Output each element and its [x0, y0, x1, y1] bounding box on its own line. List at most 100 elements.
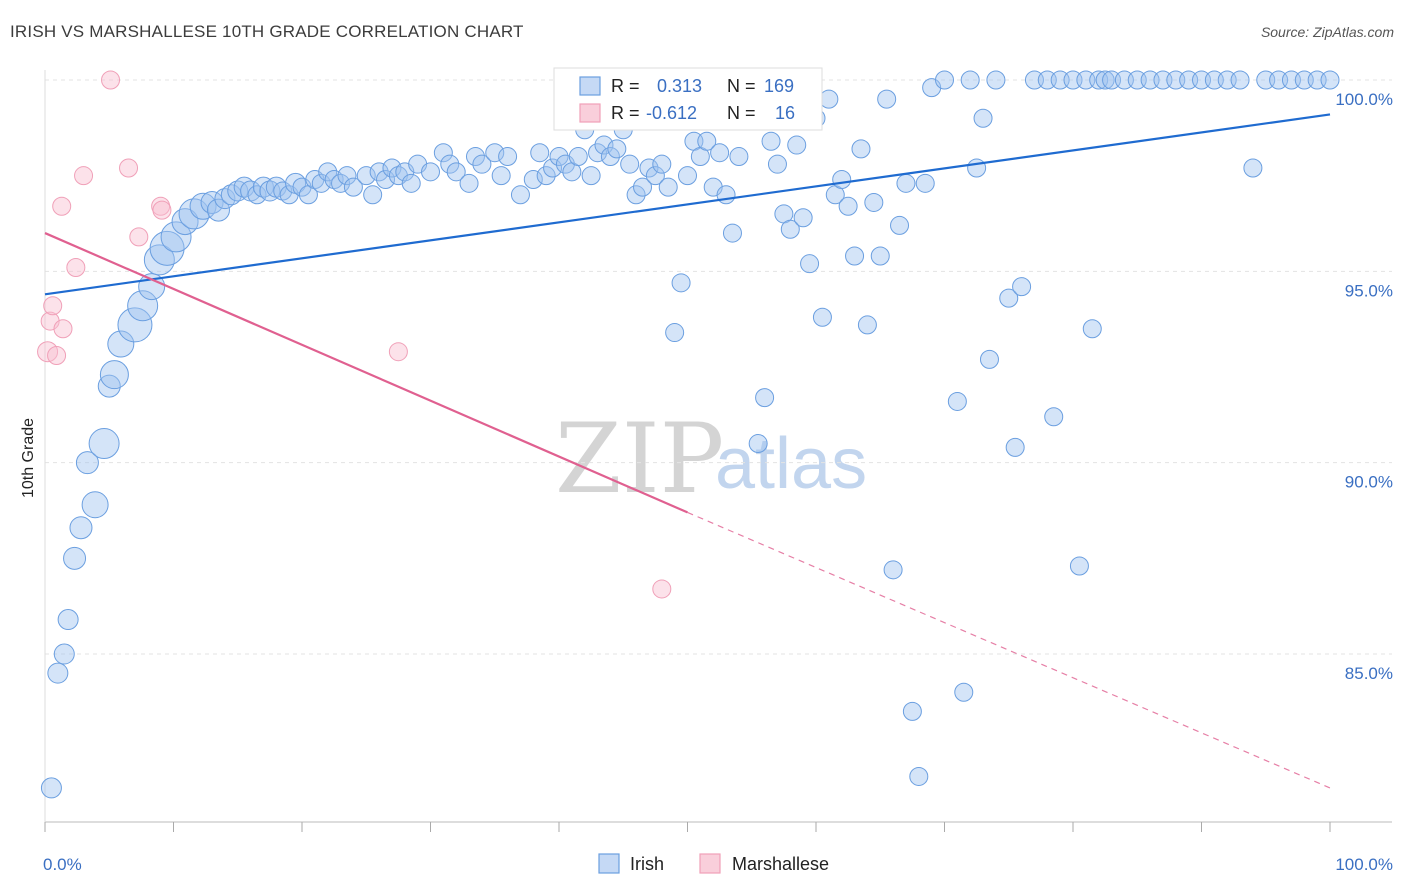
irish-point: [97, 374, 121, 398]
irish-r-value: 0.313: [657, 76, 702, 96]
irish-point: [800, 254, 820, 274]
irish-point: [369, 162, 389, 182]
irish-point: [523, 169, 543, 189]
irish-point: [819, 89, 839, 109]
irish-point: [658, 177, 678, 197]
irish-point: [600, 147, 620, 167]
irish-point: [227, 180, 249, 202]
irish-point: [935, 70, 954, 90]
irish-point: [697, 131, 717, 151]
marshallese-trend-dashed: [687, 511, 1331, 789]
irish-point: [652, 154, 672, 174]
irish-bottom-label: Irish: [630, 854, 664, 874]
irish-point: [832, 169, 852, 189]
marshallese-point: [66, 258, 86, 278]
irish-point: [491, 166, 511, 186]
marshallese-point: [47, 346, 67, 366]
irish-point: [1243, 158, 1263, 178]
irish-point: [729, 147, 749, 167]
irish-point: [1082, 319, 1102, 339]
irish-point: [851, 139, 871, 159]
irish-point: [915, 173, 935, 193]
irish-point: [954, 682, 974, 702]
irish-point: [510, 185, 530, 205]
irish-point: [459, 173, 479, 193]
irish-point: [214, 188, 236, 210]
irish-point: [780, 219, 800, 239]
marshallese-point: [129, 227, 149, 247]
irish-bottom-swatch: [598, 853, 620, 874]
irish-point: [433, 143, 453, 163]
irish-legend-swatch: [579, 76, 601, 96]
irish-point: [678, 166, 697, 186]
irish-point: [902, 701, 922, 721]
irish-point: [88, 428, 120, 460]
x-ticks: [44, 822, 1331, 832]
irish-point: [896, 173, 916, 193]
marshallese-point: [53, 319, 73, 339]
irish-point: [581, 166, 601, 186]
irish-point: [252, 176, 274, 198]
marshallese-r-label: R =: [611, 103, 640, 123]
irish-point: [549, 147, 569, 167]
irish-point: [979, 349, 999, 369]
irish-point: [838, 196, 858, 216]
irish-point: [99, 360, 129, 390]
irish-point: [311, 173, 331, 193]
irish-point: [755, 388, 775, 408]
irish-point: [793, 208, 813, 228]
irish-point: [665, 323, 685, 343]
bottom-legend: Irish Marshallese: [598, 853, 829, 874]
irish-point: [999, 288, 1019, 308]
irish-point: [767, 154, 787, 174]
marshallese-point: [652, 579, 672, 599]
irish-point: [472, 154, 492, 174]
y-tick-label: 90.0%: [1345, 473, 1393, 492]
irish-point: [633, 177, 653, 197]
irish-point: [1044, 407, 1064, 427]
irish-point: [967, 158, 987, 178]
marshallese-bottom-label: Marshallese: [732, 854, 829, 874]
irish-point: [1069, 556, 1089, 576]
y-tick-label: 95.0%: [1345, 281, 1393, 300]
trend-lines: [44, 113, 1331, 789]
irish-point: [626, 185, 646, 205]
irish-point: [440, 154, 460, 174]
irish-point: [536, 166, 556, 186]
irish-trend-line: [44, 113, 1331, 296]
irish-r-label: R =: [611, 76, 640, 96]
irish-point: [543, 158, 563, 178]
irish-point: [446, 162, 466, 182]
source-label: Source: ZipAtlas.com: [1260, 24, 1394, 40]
irish-point: [877, 89, 897, 109]
irish-point: [318, 162, 338, 182]
axes: [44, 70, 1392, 823]
irish-point: [1012, 277, 1032, 297]
marshallese-point: [101, 70, 121, 90]
irish-point: [343, 177, 363, 197]
irish-point: [356, 166, 376, 186]
irish-point: [206, 198, 230, 222]
watermark-atlas: atlas: [715, 424, 867, 504]
irish-point: [376, 169, 396, 189]
marshallese-bottom-swatch: [699, 853, 721, 874]
irish-point: [421, 162, 440, 182]
irish-point: [47, 662, 69, 684]
irish-point: [870, 246, 890, 266]
marshallese-n-label: N =: [727, 103, 756, 123]
irish-point: [671, 273, 691, 293]
irish-point: [588, 143, 608, 163]
irish-point: [57, 609, 79, 631]
irish-point: [81, 491, 109, 519]
irish-point: [1005, 437, 1025, 457]
irish-point: [639, 158, 659, 178]
irish-point: [748, 434, 768, 454]
irish-point: [498, 147, 518, 167]
watermark-zip: ZIP: [555, 403, 724, 515]
marshallese-point: [388, 342, 408, 362]
irish-point: [947, 391, 967, 411]
marshallese-n-value: 16: [775, 103, 795, 123]
irish-point: [761, 131, 781, 151]
irish-point: [107, 330, 135, 358]
